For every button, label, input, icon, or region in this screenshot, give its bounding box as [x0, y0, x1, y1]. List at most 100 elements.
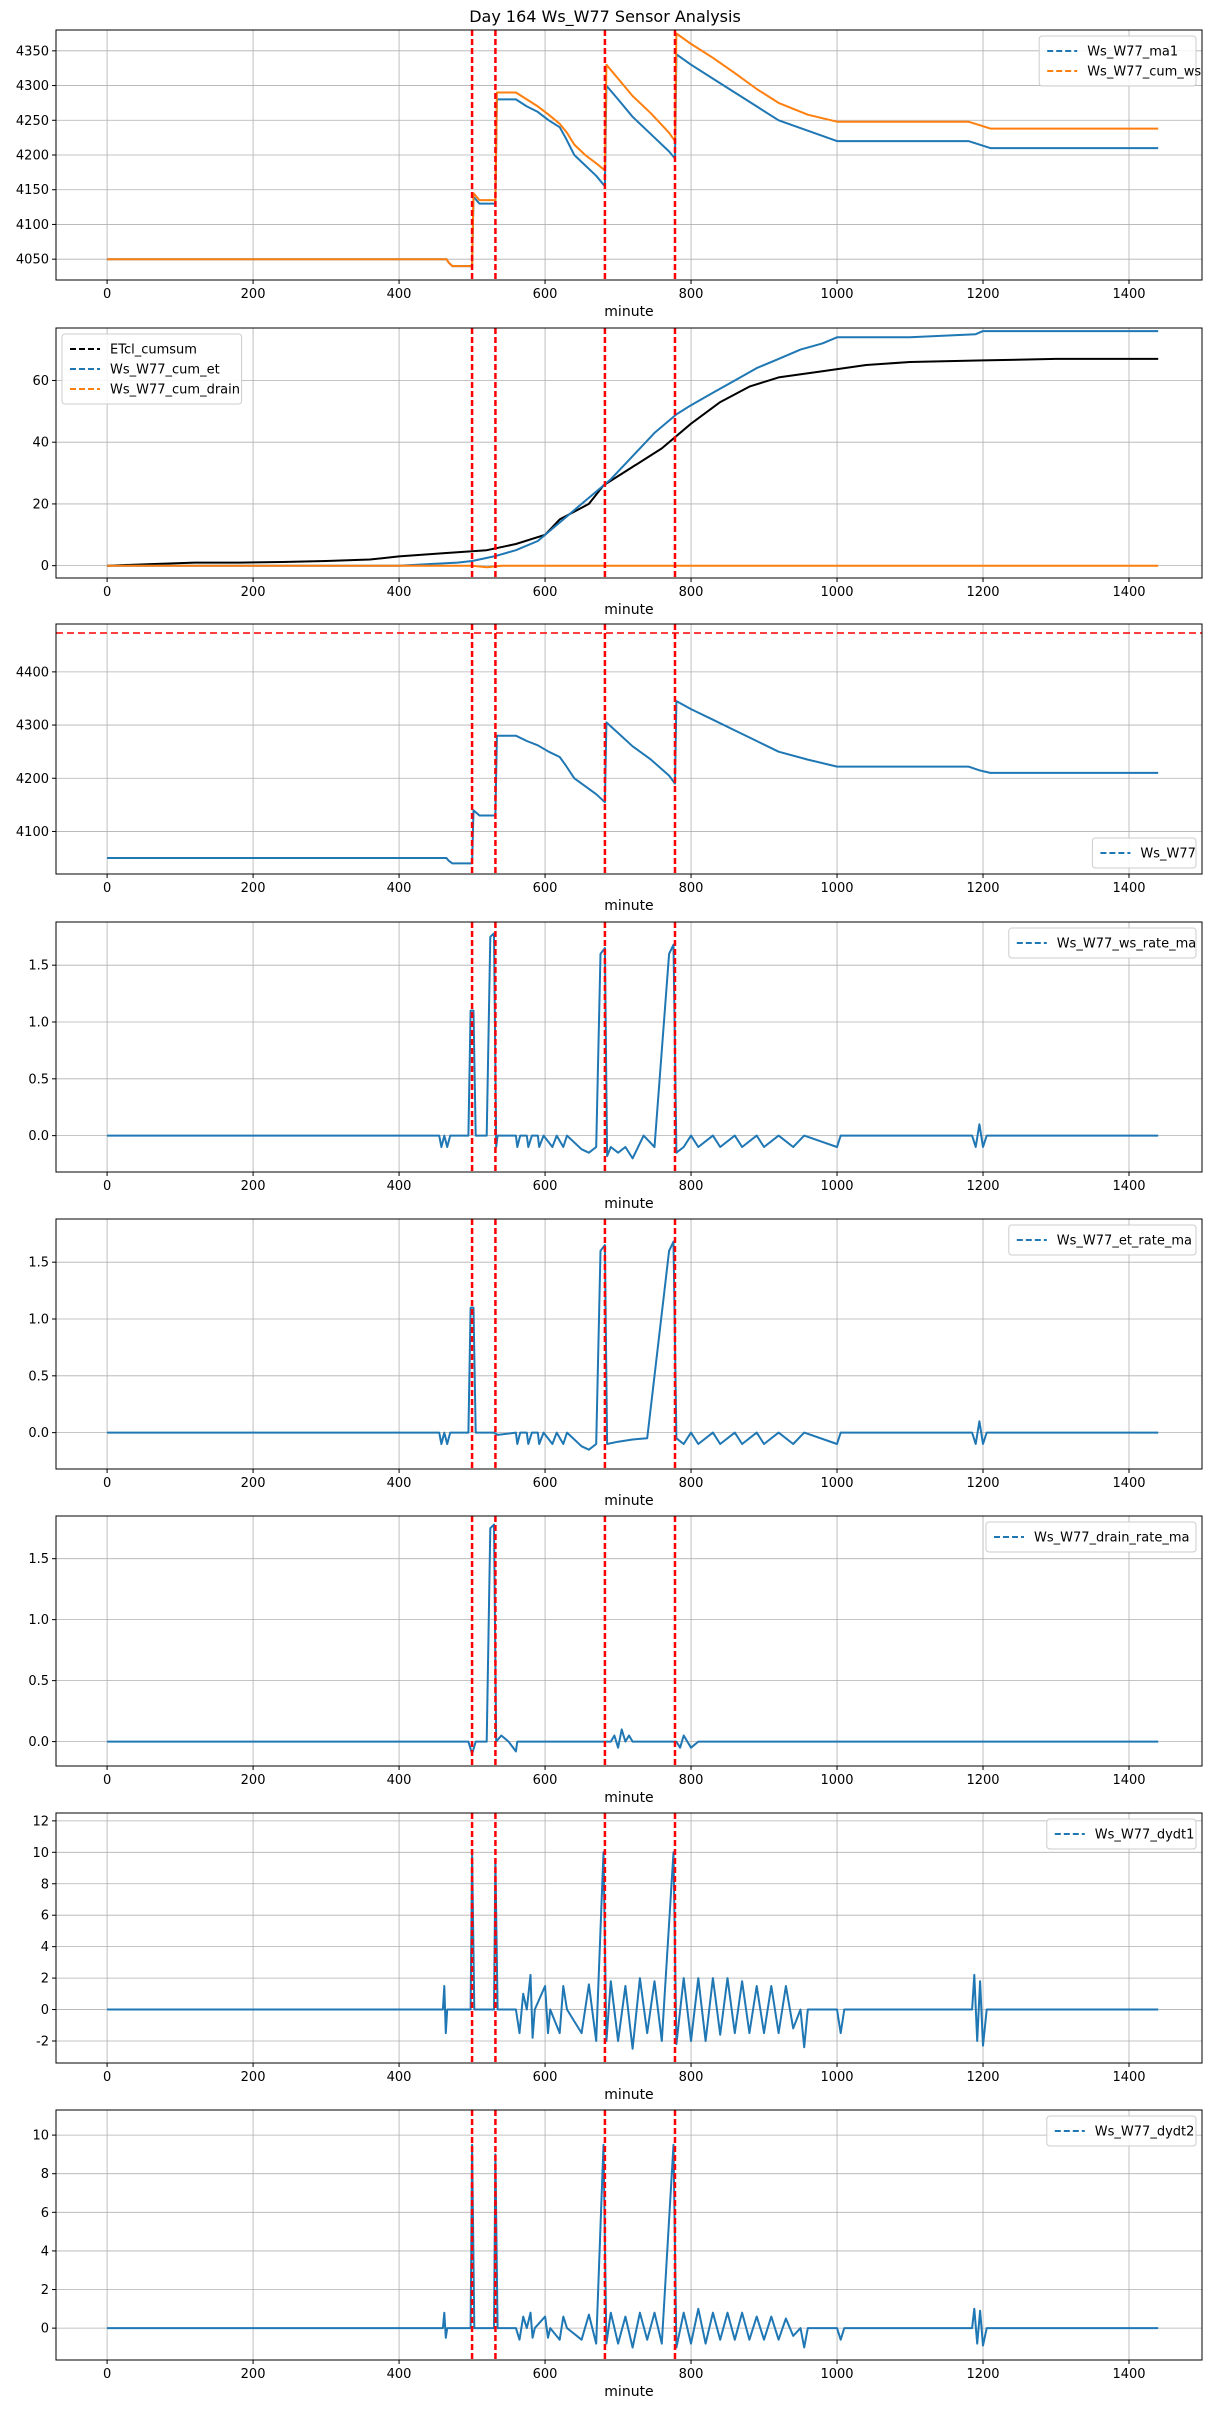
x-axis-label: minute: [604, 304, 653, 320]
y-tick-label: 2: [41, 2283, 49, 2298]
x-axis-label: minute: [604, 2384, 653, 2400]
plot-area: [107, 328, 1159, 578]
x-tick-label: 600: [533, 2367, 558, 2382]
legend-box: [1046, 2115, 1197, 2147]
subplot-1: 0 200 400 600 800 1000 1200 1400 4050 4100 4150 420…: [16, 29, 1203, 320]
x-tick-label: 1200: [966, 2070, 999, 2085]
x-tick-label: 200: [241, 1476, 266, 1491]
x-tick-label: 0: [103, 2367, 111, 2382]
legend-label: Ws_W77_et_rate_ma: [1057, 1234, 1192, 1249]
y-tick-label: 0: [41, 2322, 49, 2337]
series-line-Ws_W77_cum_et: [107, 330, 1159, 567]
y-tick-label: 40: [32, 436, 49, 451]
x-tick-label: 1000: [820, 2070, 853, 2085]
subplot-3: 0 200 400 600 800 1000 1200 1400 4100 4200 4300 440…: [16, 623, 1203, 914]
y-tick-label: 20: [32, 497, 49, 512]
x-tick-label: 1400: [1112, 287, 1145, 302]
x-tick-label: 0: [103, 2070, 111, 2085]
axes-frame: [55, 1515, 1203, 1767]
x-tick-label: 1000: [820, 287, 853, 302]
legend-label: Ws_W77_dydt1: [1095, 1828, 1195, 1843]
plot-area: [107, 2110, 1159, 2360]
axes-frame: [55, 921, 1203, 1173]
axes-frame: [55, 623, 1203, 875]
tick-labels: 0 200 400 600 800 1000 1200 1400 4100 4200 4300 440…: [16, 665, 1146, 896]
x-tick-label: 600: [533, 1179, 558, 1194]
y-tick-label: 8: [41, 2167, 49, 2182]
y-tick-label: 4: [41, 1940, 49, 1955]
y-tick-label: 1.0: [28, 1613, 49, 1628]
y-tick-label: 6: [41, 2206, 49, 2221]
series-line-ETcl_cumsum: [107, 357, 1159, 567]
y-tick-label: 12: [32, 1814, 49, 1829]
y-tick-label: 4400: [16, 665, 49, 680]
x-tick-label: 800: [679, 1773, 704, 1788]
x-tick-label: 1400: [1112, 2070, 1145, 2085]
x-tick-label: 200: [241, 585, 266, 600]
x-tick-label: 600: [533, 1773, 558, 1788]
x-tick-label: 200: [241, 287, 266, 302]
legend: Ws_W77_ma1 Ws_W77_cum_ws: [1038, 35, 1201, 87]
gridlines: [56, 1516, 1202, 1766]
y-tick-label: 0: [41, 2003, 49, 2018]
y-tick-label: 0.0: [28, 1426, 49, 1441]
x-tick-label: 0: [103, 1179, 111, 1194]
y-tick-label: 8: [41, 1877, 49, 1892]
x-tick-label: 400: [387, 585, 412, 600]
y-tick-label: 1.0: [28, 1016, 49, 1031]
x-axis-label: minute: [604, 1493, 653, 1509]
legend: Ws_W77_ws_rate_ma: [1008, 927, 1197, 959]
legend-label: Ws_W77: [1140, 847, 1196, 862]
legend-label: Ws_W77_drain_rate_ma: [1034, 1531, 1189, 1546]
y-tick-label: 4: [41, 2244, 49, 2259]
legend-box: [1008, 927, 1197, 959]
x-tick-label: 800: [679, 1476, 704, 1491]
x-tick-label: 200: [241, 881, 266, 896]
series-line-Ws_W77_dydt2: [107, 2143, 1159, 2349]
x-tick-label: 1200: [966, 1179, 999, 1194]
y-tick-label: 10: [32, 2129, 49, 2144]
x-tick-label: 0: [103, 881, 111, 896]
gridlines: [56, 624, 1202, 874]
series-line-Ws_W77_ma1: [107, 53, 1159, 268]
x-tick-label: 1400: [1112, 2367, 1145, 2382]
subplot-4: 0 200 400 600 800 1000 1200 1400 0.0 0.5 1.0 1.5 min…: [28, 921, 1203, 1212]
x-tick-label: 1200: [966, 287, 999, 302]
x-axis-label: minute: [604, 1196, 653, 1212]
x-tick-label: 400: [387, 287, 412, 302]
subplot-7: 0 200 400 600 800 1000 1200 1400 -2 0 2 4 6 8 10 12 minu…: [32, 1812, 1203, 2103]
legend: Ws_W77_dydt1: [1046, 1818, 1197, 1850]
x-tick-label: 1000: [820, 1179, 853, 1194]
gridlines: [56, 1219, 1202, 1469]
x-tick-label: 800: [679, 287, 704, 302]
legend-box: [1008, 1224, 1197, 1256]
legend-label: Ws_W77_ws_rate_ma: [1057, 937, 1196, 952]
axes-frame: [55, 327, 1203, 579]
legend: Ws_W77_dydt2: [1046, 2115, 1197, 2147]
x-tick-label: 1400: [1112, 1179, 1145, 1194]
legend-label: Ws_W77_dydt2: [1095, 2125, 1195, 2140]
y-tick-label: 60: [32, 374, 49, 389]
y-tick-label: 0: [41, 559, 49, 574]
x-tick-label: 1200: [966, 881, 999, 896]
series-line-Ws_W77_drain_rate_ma: [107, 1523, 1159, 1755]
y-tick-label: 1.5: [28, 1552, 49, 1567]
series-line-Ws_W77_cum_ws: [107, 32, 1159, 268]
x-tick-label: 600: [533, 2070, 558, 2085]
gridlines: [56, 922, 1202, 1172]
plot-area: [107, 1516, 1159, 1766]
y-tick-label: 2: [41, 1972, 49, 1987]
x-axis-label: minute: [604, 898, 653, 914]
y-tick-label: 0.5: [28, 1369, 49, 1384]
x-tick-label: 200: [241, 2367, 266, 2382]
x-tick-label: 800: [679, 881, 704, 896]
legend-label: ETcl_cumsum: [110, 343, 197, 358]
x-tick-label: 1200: [966, 2367, 999, 2382]
y-tick-label: 1.5: [28, 959, 49, 974]
x-tick-label: 1000: [820, 1476, 853, 1491]
x-tick-label: 400: [387, 1476, 412, 1491]
x-tick-label: 0: [103, 287, 111, 302]
y-tick-label: 4100: [16, 218, 49, 233]
legend-label: Ws_W77_cum_et: [110, 363, 220, 378]
